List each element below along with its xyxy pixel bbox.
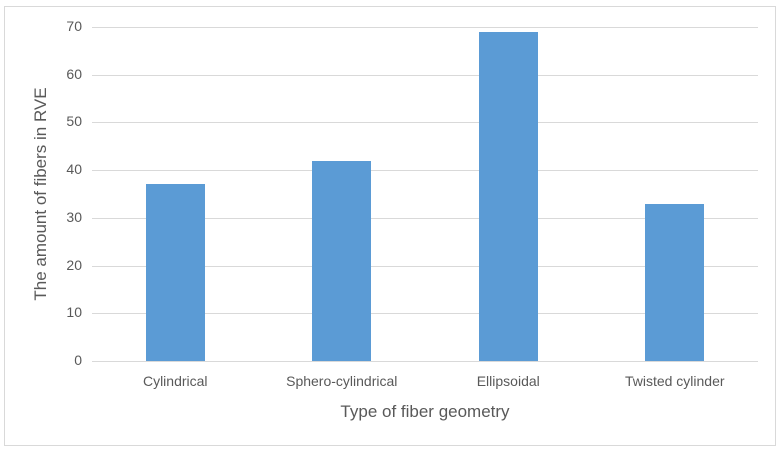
gridline xyxy=(92,361,758,362)
y-tick-label: 40 xyxy=(66,161,82,178)
gridline xyxy=(92,313,758,315)
x-tick-label: Twisted cylinder xyxy=(624,373,725,389)
gridline xyxy=(92,74,758,76)
y-tick-label: 70 xyxy=(66,18,82,34)
bar-ellipsoidal xyxy=(478,31,538,361)
gridline xyxy=(92,217,758,219)
y-tick-label: 20 xyxy=(66,256,82,273)
bar-sphero-cylindrical xyxy=(312,160,372,361)
bar-cylindrical xyxy=(145,184,205,361)
y-tick-label: 0 xyxy=(74,352,82,368)
gridline xyxy=(92,265,758,267)
x-tick-label: Cylindrical xyxy=(142,373,208,389)
x-axis-label: Type of fiber geometry xyxy=(340,402,510,421)
plot-area xyxy=(92,27,758,362)
bar-twisted-cylinder xyxy=(645,203,705,361)
y-tick-label: 10 xyxy=(66,304,82,321)
gridline xyxy=(92,122,758,124)
gridline xyxy=(92,170,758,172)
y-tick-label: 50 xyxy=(66,113,82,130)
y-tick-label: 60 xyxy=(66,65,82,82)
x-tick-label: Sphero-cylindrical xyxy=(286,373,398,389)
gridline xyxy=(92,27,758,28)
y-tick-label: 30 xyxy=(66,208,82,225)
x-tick-label: Ellipsoidal xyxy=(476,373,540,389)
